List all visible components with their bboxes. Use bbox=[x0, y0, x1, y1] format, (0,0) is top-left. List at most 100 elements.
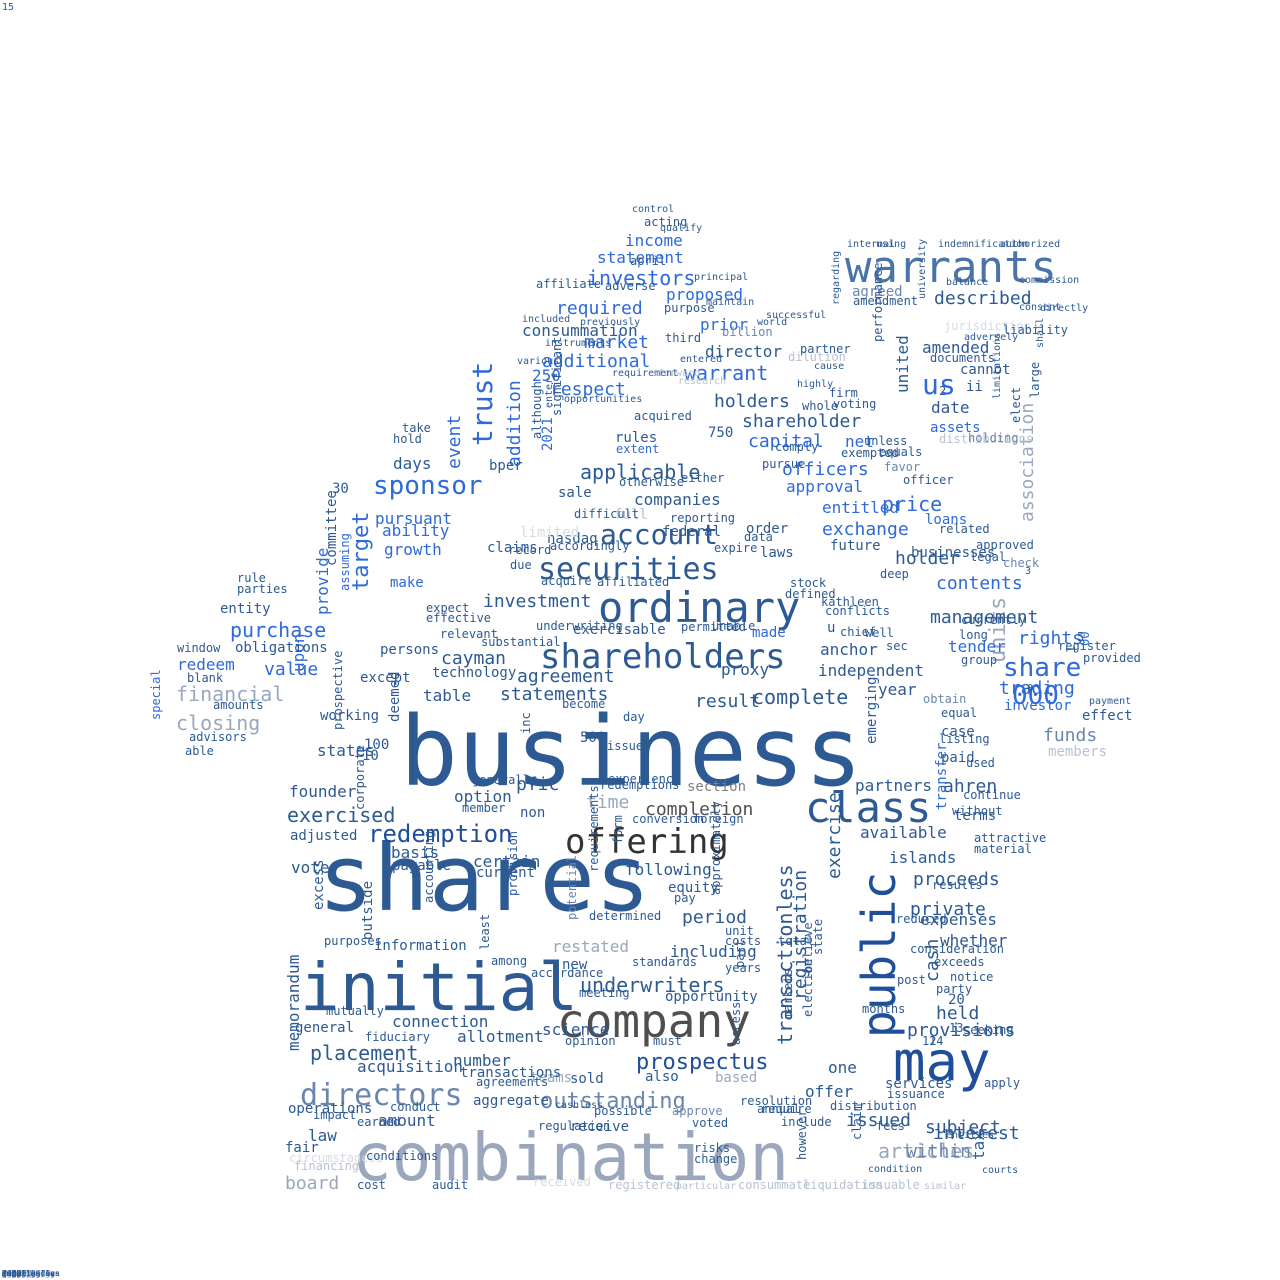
word-september: september bbox=[2, 1269, 46, 1278]
word-net: net bbox=[845, 432, 874, 451]
word-costs: costs bbox=[725, 934, 761, 948]
word-check: check bbox=[1003, 556, 1040, 570]
word-share: share bbox=[1003, 653, 1081, 683]
word-plc: plc bbox=[2, 1269, 17, 1278]
word-persons: persons bbox=[380, 642, 439, 658]
word-allotment: allotment bbox=[457, 1027, 544, 1046]
word-upon: upon bbox=[289, 633, 308, 672]
word-effective: effective bbox=[426, 611, 491, 625]
word-warrants: warrants bbox=[845, 242, 1057, 293]
word-approved: approved bbox=[976, 538, 1034, 552]
word-position: position bbox=[2, 1269, 41, 1278]
word-authorized: authorized bbox=[1000, 239, 1060, 250]
word-rights: rights bbox=[1018, 628, 1083, 649]
word-general: general bbox=[295, 1020, 354, 1036]
word-transactions: transactions bbox=[460, 1065, 561, 1081]
word-1: 1 bbox=[1064, 646, 1078, 653]
word-alice: alice bbox=[2, 1269, 26, 1278]
word-first: first bbox=[2, 1269, 26, 1278]
word-directly: directly bbox=[1040, 303, 1088, 314]
word-sufficient: sufficient bbox=[2, 1269, 50, 1278]
word-party: party bbox=[936, 982, 972, 996]
word-conflicts: conflicts bbox=[825, 604, 890, 618]
word-payable: payable bbox=[392, 858, 451, 874]
word-firm: firm bbox=[829, 386, 858, 400]
word-register: register bbox=[1058, 639, 1116, 653]
word-deposit: deposit bbox=[2, 1269, 36, 1278]
word-means: means bbox=[2, 1269, 26, 1278]
word-committee: committee bbox=[324, 490, 340, 566]
word-information: information bbox=[374, 938, 467, 954]
word-9: 9 bbox=[2, 1269, 7, 1278]
word-adjusted: adjusted bbox=[290, 828, 357, 844]
word-requirements: requirements bbox=[587, 785, 601, 872]
word-days: days bbox=[393, 454, 432, 473]
word-market: market bbox=[584, 332, 649, 353]
word-payment: payment bbox=[1089, 696, 1131, 707]
word-issuable: issuable bbox=[862, 1178, 920, 1192]
word-financial: financial bbox=[176, 682, 284, 706]
word-apply: apply bbox=[984, 1076, 1020, 1090]
word-shall: shall bbox=[1035, 318, 1046, 348]
word-factors: factors bbox=[2, 1269, 36, 1278]
word-private: private bbox=[910, 899, 986, 920]
word-entity: entity bbox=[220, 601, 271, 617]
word-new: new bbox=[562, 957, 588, 973]
word-principal: principal bbox=[694, 272, 748, 283]
word-difficult: difficult bbox=[574, 507, 639, 521]
word-amendment: amendment bbox=[853, 294, 918, 308]
word-thereof: thereof bbox=[2, 1269, 36, 1278]
word-2021: 2021 bbox=[540, 417, 556, 451]
word-use: use bbox=[2, 1269, 17, 1278]
word-entitles: entitles bbox=[2, 1269, 41, 1278]
word-4: 4 bbox=[2, 1269, 7, 1278]
word-current: current bbox=[476, 865, 535, 881]
word-currently: currently bbox=[961, 613, 1026, 627]
word-waiver: waiver bbox=[2, 1269, 31, 1278]
word-fiduciary: fiduciary bbox=[365, 1030, 430, 1044]
word-record: record bbox=[508, 543, 551, 557]
word-equal: equal bbox=[941, 706, 977, 720]
word-acquire: acquire bbox=[541, 574, 592, 588]
word-advantage: advantage bbox=[2, 1269, 46, 1278]
word-released: released bbox=[2, 1269, 41, 1278]
word-adjustment: adjustment bbox=[2, 1269, 50, 1278]
word-100: 100 bbox=[364, 737, 389, 753]
word-anti: anti bbox=[2, 1269, 21, 1278]
word-audit: audit bbox=[432, 1178, 468, 1192]
word-issuance: issuance bbox=[887, 1087, 945, 1101]
word-expire: expire bbox=[714, 541, 757, 555]
word-affiliated: affiliated bbox=[597, 575, 669, 589]
word-islands: islands bbox=[889, 848, 956, 867]
word-statement: statement bbox=[597, 248, 684, 267]
word-results: results bbox=[932, 878, 983, 892]
word-engage: engage bbox=[2, 1269, 31, 1278]
word-report: report bbox=[2, 1269, 31, 1278]
word-believe: believe bbox=[801, 922, 815, 973]
word-sell: sell bbox=[2, 1269, 21, 1278]
word-election: election bbox=[801, 959, 815, 1017]
word-make: make bbox=[390, 575, 424, 591]
word-vote: vote bbox=[291, 858, 330, 877]
word-investors: investors bbox=[587, 266, 695, 290]
word-targets: targets bbox=[2, 1269, 36, 1278]
word-diligence: diligence bbox=[2, 1269, 46, 1278]
word-tax: tax bbox=[969, 1131, 988, 1160]
word-also: also bbox=[645, 1069, 679, 1085]
word-deferred: deferred bbox=[2, 1269, 41, 1278]
word-8: 8 bbox=[2, 1269, 7, 1278]
word-30: 30 bbox=[332, 481, 349, 497]
word-held: held bbox=[936, 1003, 979, 1024]
word-even: even bbox=[2, 1269, 21, 1278]
word-187: 187 bbox=[2, 1269, 17, 1278]
word-except: except bbox=[360, 670, 411, 686]
word-partner: partner bbox=[800, 342, 851, 356]
word-members: members bbox=[1048, 744, 1107, 760]
word-generally: generally bbox=[472, 773, 537, 787]
word-prospective: prospective bbox=[331, 651, 345, 730]
word-minimum: minimum bbox=[2, 1269, 36, 1278]
word-class: class bbox=[805, 783, 931, 832]
word-day: day bbox=[623, 710, 645, 724]
word-pay: pay bbox=[674, 891, 696, 905]
word-approval: approval bbox=[786, 477, 863, 496]
